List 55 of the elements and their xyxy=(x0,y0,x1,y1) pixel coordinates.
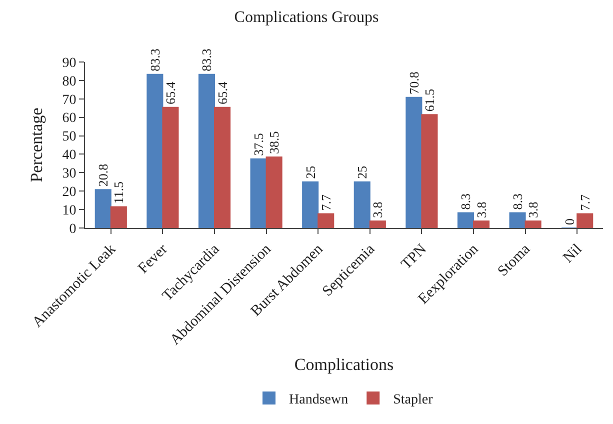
bar xyxy=(162,106,179,228)
y-tick-label: 60 xyxy=(62,111,76,126)
y-tick-label: 70 xyxy=(62,92,76,108)
bar xyxy=(302,181,319,228)
data-label: 7.7 xyxy=(318,194,334,211)
data-label: 3.8 xyxy=(526,202,541,218)
data-label: 65.4 xyxy=(214,81,230,104)
data-label: 37.5 xyxy=(251,133,266,156)
bar xyxy=(576,213,594,228)
data-label: 25 xyxy=(354,166,370,179)
legend-label: Stapler xyxy=(393,392,434,408)
y-axis-title: Percentage xyxy=(26,108,46,182)
bar xyxy=(473,220,490,228)
y-tick-label: 50 xyxy=(62,130,76,145)
bar xyxy=(354,181,370,228)
data-label: 61.5 xyxy=(422,88,437,112)
bar xyxy=(94,189,112,228)
y-tick-label: 10 xyxy=(62,203,76,218)
y-tick-label: 90 xyxy=(62,56,76,71)
bar xyxy=(421,114,438,228)
data-label: 3.8 xyxy=(370,202,386,218)
bar xyxy=(457,212,474,228)
y-tick-label: 20 xyxy=(62,185,76,200)
data-label: 20.8 xyxy=(96,164,111,187)
bar xyxy=(146,74,164,228)
bar xyxy=(250,158,267,228)
bar xyxy=(214,106,231,228)
data-label: 83.3 xyxy=(199,48,214,72)
bar xyxy=(524,220,542,228)
bar xyxy=(509,212,526,228)
data-label: 3.8 xyxy=(474,202,489,218)
x-tick-label: Nil xyxy=(560,241,586,266)
bar xyxy=(198,74,215,228)
x-axis-title: Complications xyxy=(294,354,394,374)
data-label: 8.3 xyxy=(510,193,526,210)
data-label: 0 xyxy=(562,218,577,225)
data-label: 38.5 xyxy=(266,131,282,154)
y-tick-label: 80 xyxy=(62,74,76,90)
bar xyxy=(406,96,422,228)
legend-label: Handsewn xyxy=(289,392,348,408)
data-label: 7.7 xyxy=(577,194,592,211)
bar xyxy=(110,206,127,228)
chart-title: Complications Groups xyxy=(234,8,379,26)
data-label: 70.8 xyxy=(406,72,422,94)
bar xyxy=(369,220,386,228)
y-tick-label: 40 xyxy=(62,148,76,164)
y-tick-label: 30 xyxy=(62,166,76,182)
data-label: 11.5 xyxy=(111,182,126,204)
data-label: 25 xyxy=(302,166,318,179)
data-label: 83.3 xyxy=(147,48,162,72)
bar xyxy=(318,213,334,228)
bar xyxy=(266,156,282,228)
data-label: 8.3 xyxy=(458,193,474,210)
data-label: 65.4 xyxy=(162,81,178,104)
y-tick-label: 0 xyxy=(69,222,76,237)
